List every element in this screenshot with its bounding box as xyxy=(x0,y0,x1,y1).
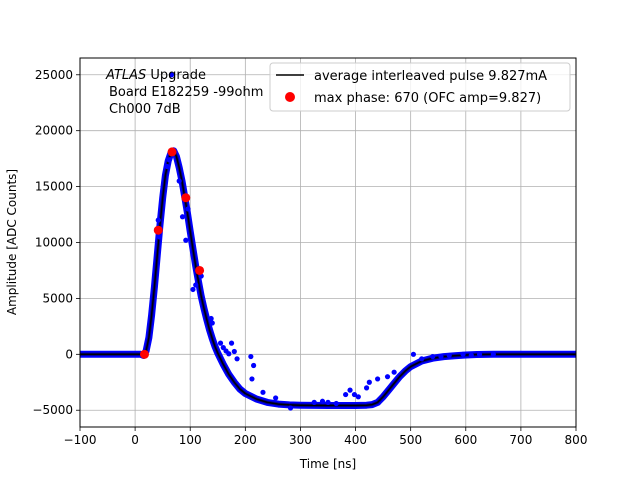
x-tick-label: 300 xyxy=(289,433,312,447)
y-tick-label: 5000 xyxy=(42,291,73,305)
legend-entry-average-pulse: average interleaved pulse 9.827mA xyxy=(314,69,547,84)
x-tick-label: 400 xyxy=(344,433,367,447)
data-point xyxy=(183,237,189,243)
data-point xyxy=(343,391,349,398)
series-average-line xyxy=(80,150,576,407)
data-point xyxy=(155,217,161,223)
data-point xyxy=(366,379,372,385)
data-point xyxy=(208,315,214,322)
series-blue-points xyxy=(155,72,496,411)
data-point xyxy=(384,374,391,380)
data-point xyxy=(185,206,191,212)
data-point xyxy=(391,369,397,375)
y-tick-label: −5000 xyxy=(32,403,73,417)
x-tick-label: 200 xyxy=(234,433,257,447)
annotation-line-2: Board E182259 -99ohm xyxy=(109,85,263,100)
data-point xyxy=(164,163,170,170)
legend-entry-max-phase: max phase: 670 (OFC amp=9.827) xyxy=(314,91,541,106)
x-tick-label: 500 xyxy=(399,433,422,447)
atlas-annotation: ATLAS Upgrade Board E182259 -99ohm Ch000… xyxy=(105,68,263,117)
data-point xyxy=(430,353,436,360)
max-phase-point xyxy=(195,265,205,275)
data-point xyxy=(273,395,279,401)
series-line-group xyxy=(80,150,576,407)
data-point xyxy=(351,391,358,398)
data-point xyxy=(217,340,224,346)
data-point xyxy=(156,234,162,240)
data-point xyxy=(249,376,255,382)
legend-marker-swatch xyxy=(285,92,295,102)
data-point xyxy=(193,282,199,288)
data-point xyxy=(468,352,474,358)
data-point xyxy=(190,286,196,293)
annotation-line-3: Ch000 7dB xyxy=(109,102,181,117)
max-phase-point xyxy=(153,225,163,235)
data-point xyxy=(248,353,254,360)
series-red-points xyxy=(139,147,205,359)
data-point xyxy=(287,405,294,411)
data-point xyxy=(460,351,466,357)
x-tick-label: 0 xyxy=(131,433,139,447)
data-point xyxy=(168,72,175,78)
data-point xyxy=(179,214,186,220)
data-point xyxy=(311,399,317,405)
y-axis-label: Amplitude [ADC Counts] xyxy=(5,169,19,315)
data-point xyxy=(490,351,496,357)
data-point xyxy=(319,398,326,404)
max-phase-point xyxy=(167,147,177,157)
data-point xyxy=(231,348,237,355)
data-point xyxy=(347,387,353,393)
data-point xyxy=(375,376,381,382)
data-point xyxy=(226,351,232,357)
data-point xyxy=(209,320,215,326)
data-point xyxy=(410,351,417,357)
x-tick-label: −100 xyxy=(64,433,97,447)
data-point xyxy=(234,356,240,362)
x-tick-label: 700 xyxy=(509,433,532,447)
data-point xyxy=(446,352,452,359)
x-axis-label: Time [ns] xyxy=(299,457,356,471)
data-point xyxy=(260,389,266,395)
x-tick-label: 800 xyxy=(565,433,588,447)
max-phase-point xyxy=(181,193,191,203)
tick-group: −100 0 100 200 300 400 500 600 700 800 −5000 0 5000 1… xyxy=(32,68,587,447)
data-point xyxy=(355,394,361,400)
annotation-atlas: ATLAS xyxy=(105,68,146,83)
data-point xyxy=(363,385,370,391)
data-point xyxy=(333,400,339,407)
x-tick-label: 600 xyxy=(454,433,477,447)
y-tick-label: 20000 xyxy=(35,124,73,138)
y-tick-label: 25000 xyxy=(35,68,73,82)
y-tick-label: 0 xyxy=(65,347,73,361)
data-point xyxy=(325,399,331,405)
data-point xyxy=(476,351,483,357)
data-point xyxy=(251,362,257,369)
legend: average interleaved pulse 9.827mA max ph… xyxy=(269,62,571,112)
data-point xyxy=(166,157,172,163)
y-tick-label: 10000 xyxy=(35,236,73,250)
x-tick-label: 100 xyxy=(179,433,202,447)
data-point xyxy=(419,356,425,362)
max-phase-point xyxy=(139,349,149,359)
annotation-line-1: ATLAS Upgrade xyxy=(105,68,206,83)
annotation-upgrade: Upgrade xyxy=(146,68,206,83)
y-tick-label: 15000 xyxy=(35,180,73,194)
data-point xyxy=(176,178,182,184)
legend-box xyxy=(269,62,571,112)
data-point xyxy=(228,340,235,346)
data-point xyxy=(438,353,444,360)
